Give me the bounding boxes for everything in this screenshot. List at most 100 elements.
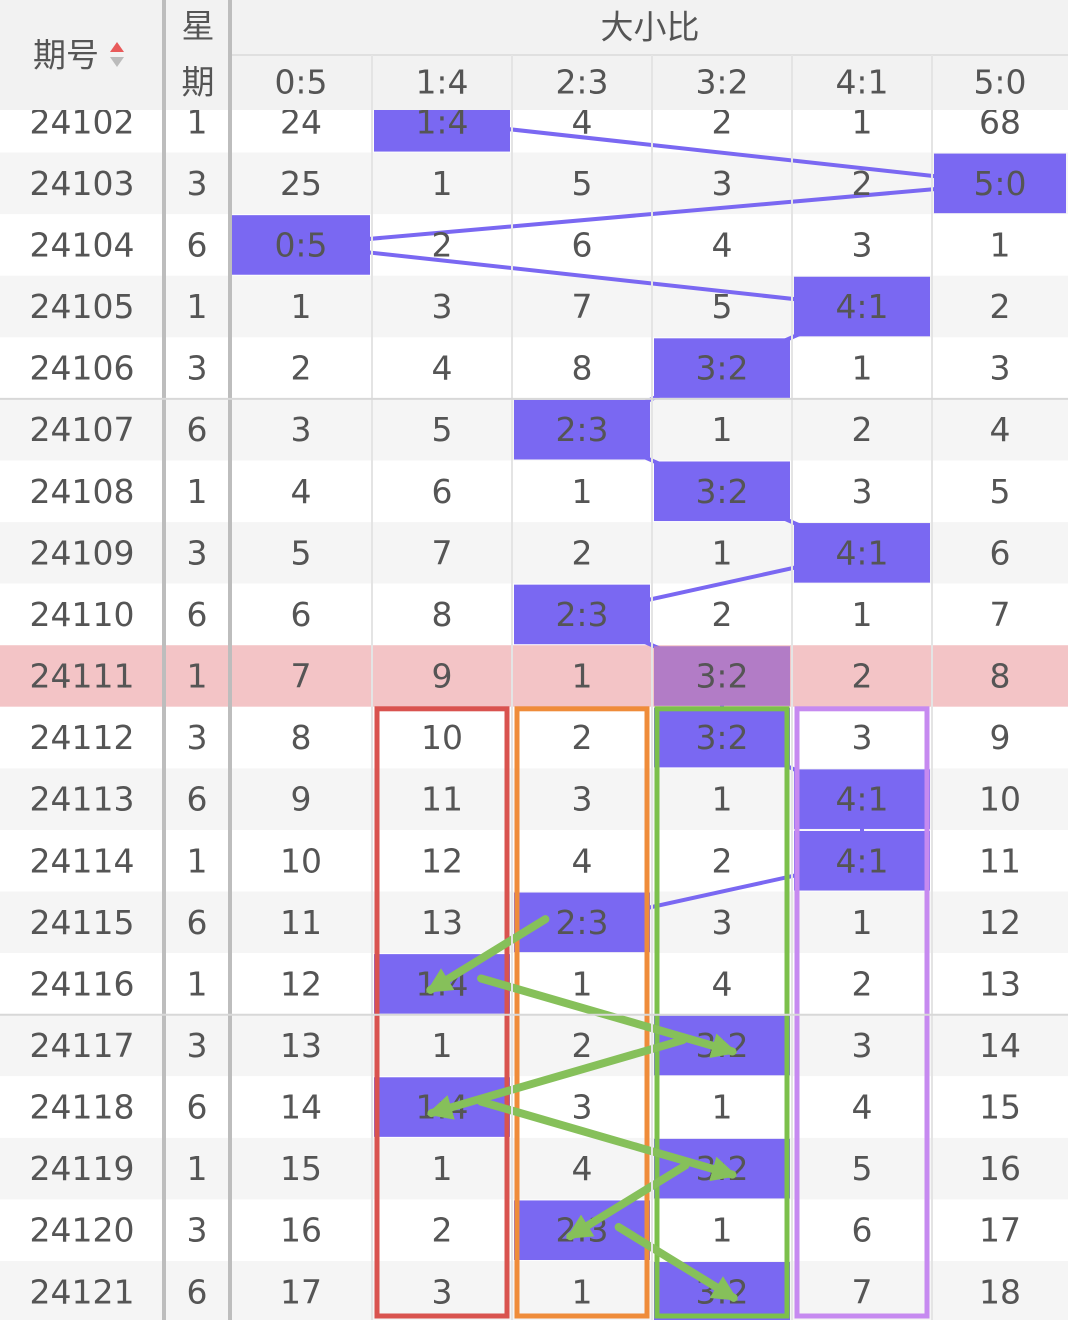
hit-cell bbox=[934, 153, 1066, 214]
hit-cell bbox=[514, 584, 650, 645]
cell-value: 6 bbox=[852, 1211, 873, 1250]
cell-value: 2 bbox=[432, 225, 453, 264]
hit-cell bbox=[654, 338, 790, 398]
trend-line bbox=[300, 242, 863, 309]
cell-value: 6 bbox=[572, 225, 593, 264]
column-header: 5:0 bbox=[973, 63, 1026, 102]
cell-value: 3 bbox=[572, 780, 593, 819]
cell-value: 11 bbox=[979, 841, 1021, 880]
hit-cell bbox=[654, 707, 790, 768]
period: 24120 bbox=[30, 1211, 135, 1250]
cell-value: 2 bbox=[852, 657, 873, 696]
cell-value: 3 bbox=[852, 718, 873, 757]
period: 24104 bbox=[30, 225, 135, 264]
weekday: 3 bbox=[187, 164, 208, 203]
column-box bbox=[654, 706, 790, 1319]
cell-value: 3 bbox=[291, 410, 312, 449]
weekday: 1 bbox=[187, 287, 208, 326]
cell-value: 4 bbox=[712, 964, 733, 1003]
cell-value: 1 bbox=[712, 1211, 733, 1250]
weekday-header: 星 bbox=[182, 7, 215, 46]
cell-value: 3 bbox=[432, 287, 453, 326]
weekday: 3 bbox=[187, 349, 208, 388]
weekday: 6 bbox=[187, 225, 208, 264]
row-bg bbox=[0, 1261, 1068, 1320]
period-header[interactable]: 期号 bbox=[33, 36, 99, 75]
period: 24108 bbox=[30, 472, 135, 511]
cell-value: 1 bbox=[712, 410, 733, 449]
period: 24114 bbox=[30, 841, 135, 880]
cell-value: 11 bbox=[280, 903, 322, 942]
weekday: 6 bbox=[187, 780, 208, 819]
cell-value: 2 bbox=[712, 595, 733, 634]
cell-value: 14 bbox=[280, 1088, 322, 1127]
column-box bbox=[794, 706, 930, 1319]
cell-value: 14 bbox=[979, 1026, 1021, 1065]
cell-value: 2 bbox=[852, 410, 873, 449]
cell-value: 1 bbox=[852, 595, 873, 634]
sort-up[interactable] bbox=[110, 42, 124, 52]
cell-value: 6 bbox=[291, 595, 312, 634]
hit-cell bbox=[794, 523, 930, 583]
cell-value: 12 bbox=[280, 964, 322, 1003]
row-bg bbox=[0, 706, 1068, 769]
sort-down[interactable] bbox=[110, 57, 124, 67]
cell-value: 1 bbox=[432, 1149, 453, 1188]
annotation-arrow bbox=[426, 1036, 687, 1120]
weekday: 1 bbox=[187, 964, 208, 1003]
weekday: 1 bbox=[187, 102, 208, 141]
cell-value: 3 bbox=[572, 1088, 593, 1127]
hit-label: 3:2 bbox=[695, 349, 748, 388]
weekday: 1 bbox=[187, 472, 208, 511]
cell-value: 4 bbox=[291, 472, 312, 511]
hit-label: 4:1 bbox=[835, 780, 888, 819]
cell-value: 9 bbox=[990, 718, 1011, 757]
cell-value: 9 bbox=[291, 780, 312, 819]
row-bg bbox=[0, 953, 1068, 1015]
cell-value: 2 bbox=[712, 841, 733, 880]
cell-value: 13 bbox=[979, 964, 1021, 1003]
cell-value: 7 bbox=[990, 595, 1011, 634]
cell-value: 3 bbox=[432, 1272, 453, 1311]
cell-value: 2 bbox=[572, 533, 593, 572]
row-bg bbox=[0, 460, 1068, 523]
cell-value: 2 bbox=[852, 164, 873, 203]
cell-value: 17 bbox=[979, 1211, 1021, 1250]
cell-value: 3 bbox=[852, 225, 873, 264]
trend-line bbox=[300, 181, 1001, 247]
cell-value: 5 bbox=[852, 1149, 873, 1188]
cell-value: 16 bbox=[979, 1149, 1021, 1188]
hit-cell bbox=[794, 276, 930, 337]
cell-value: 2 bbox=[572, 718, 593, 757]
cell-value: 2 bbox=[432, 1211, 453, 1250]
cell-value: 5 bbox=[291, 533, 312, 572]
cell-value: 4 bbox=[712, 225, 733, 264]
cell-value: 4 bbox=[572, 841, 593, 880]
cell-value: 2 bbox=[572, 1026, 593, 1065]
cell-value: 13 bbox=[280, 1026, 322, 1065]
period: 24121 bbox=[30, 1272, 135, 1311]
cell-value: 8 bbox=[990, 657, 1011, 696]
column-header: 3:2 bbox=[695, 63, 748, 102]
hit-cell bbox=[794, 830, 930, 891]
cell-value: 2 bbox=[852, 964, 873, 1003]
hit-label: 0:5 bbox=[274, 225, 327, 264]
column-box bbox=[374, 706, 510, 1319]
period: 24107 bbox=[30, 410, 135, 449]
cell-value: 16 bbox=[280, 1211, 322, 1250]
period: 24113 bbox=[30, 780, 135, 819]
cell-value: 4 bbox=[572, 1149, 593, 1188]
cell-value: 10 bbox=[421, 718, 463, 757]
cell-value: 1 bbox=[990, 225, 1011, 264]
cell-value: 6 bbox=[432, 472, 453, 511]
cell-value: 3 bbox=[852, 1026, 873, 1065]
hit-label: 4:1 bbox=[835, 533, 888, 572]
cell-value: 1 bbox=[291, 287, 312, 326]
trend-line bbox=[441, 119, 1001, 186]
cell-value: 4 bbox=[852, 1088, 873, 1127]
cell-value: 18 bbox=[979, 1272, 1021, 1311]
hit-label: 3:2 bbox=[695, 472, 748, 511]
group-header: 大小比 bbox=[601, 8, 700, 47]
cell-value: 2 bbox=[291, 349, 312, 388]
